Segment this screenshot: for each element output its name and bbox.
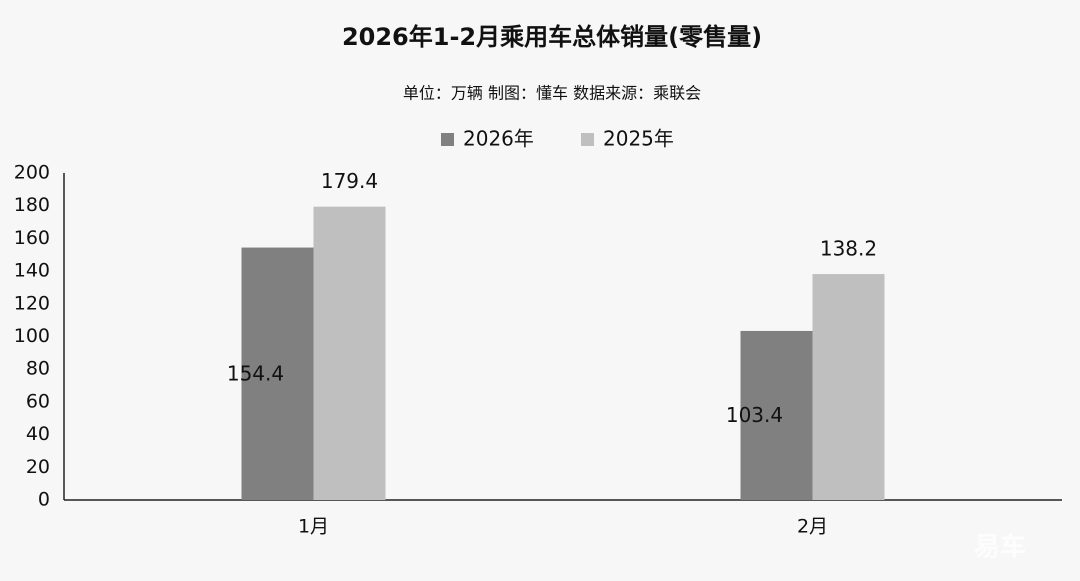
legend-label: 2026年 xyxy=(463,127,534,151)
legend-label: 2025年 xyxy=(603,127,674,151)
y-tick-label: 80 xyxy=(26,358,50,380)
y-tick-label: 160 xyxy=(14,227,50,249)
y-tick-label: 100 xyxy=(14,325,50,347)
y-tick-label: 140 xyxy=(14,260,50,282)
chart-title: 2026年1-2月乘用车总体销量(零售量) xyxy=(342,23,762,51)
legend-swatch xyxy=(441,133,454,146)
y-tick-label: 0 xyxy=(38,489,50,511)
chart-subtitle: 单位：万辆 制图：懂车 数据来源：乘联会 xyxy=(403,84,701,103)
x-tick-label: 2月 xyxy=(797,516,828,538)
data-label: 103.4 xyxy=(726,403,783,427)
data-label: 154.4 xyxy=(227,361,284,385)
watermark: 易车 xyxy=(974,532,1026,563)
bar xyxy=(313,206,386,500)
y-tick-label: 40 xyxy=(26,423,50,445)
y-tick-label: 200 xyxy=(14,162,50,184)
data-label: 138.2 xyxy=(820,237,877,261)
bar xyxy=(241,247,314,500)
y-tick-label: 20 xyxy=(26,456,50,478)
legend-swatch xyxy=(581,133,594,146)
y-tick-label: 180 xyxy=(14,194,50,216)
y-tick-label: 60 xyxy=(26,390,50,412)
data-label: 179.4 xyxy=(321,169,378,193)
bar xyxy=(812,274,885,500)
x-tick-label: 1月 xyxy=(298,516,329,538)
bar xyxy=(740,330,813,500)
y-tick-label: 120 xyxy=(14,292,50,314)
